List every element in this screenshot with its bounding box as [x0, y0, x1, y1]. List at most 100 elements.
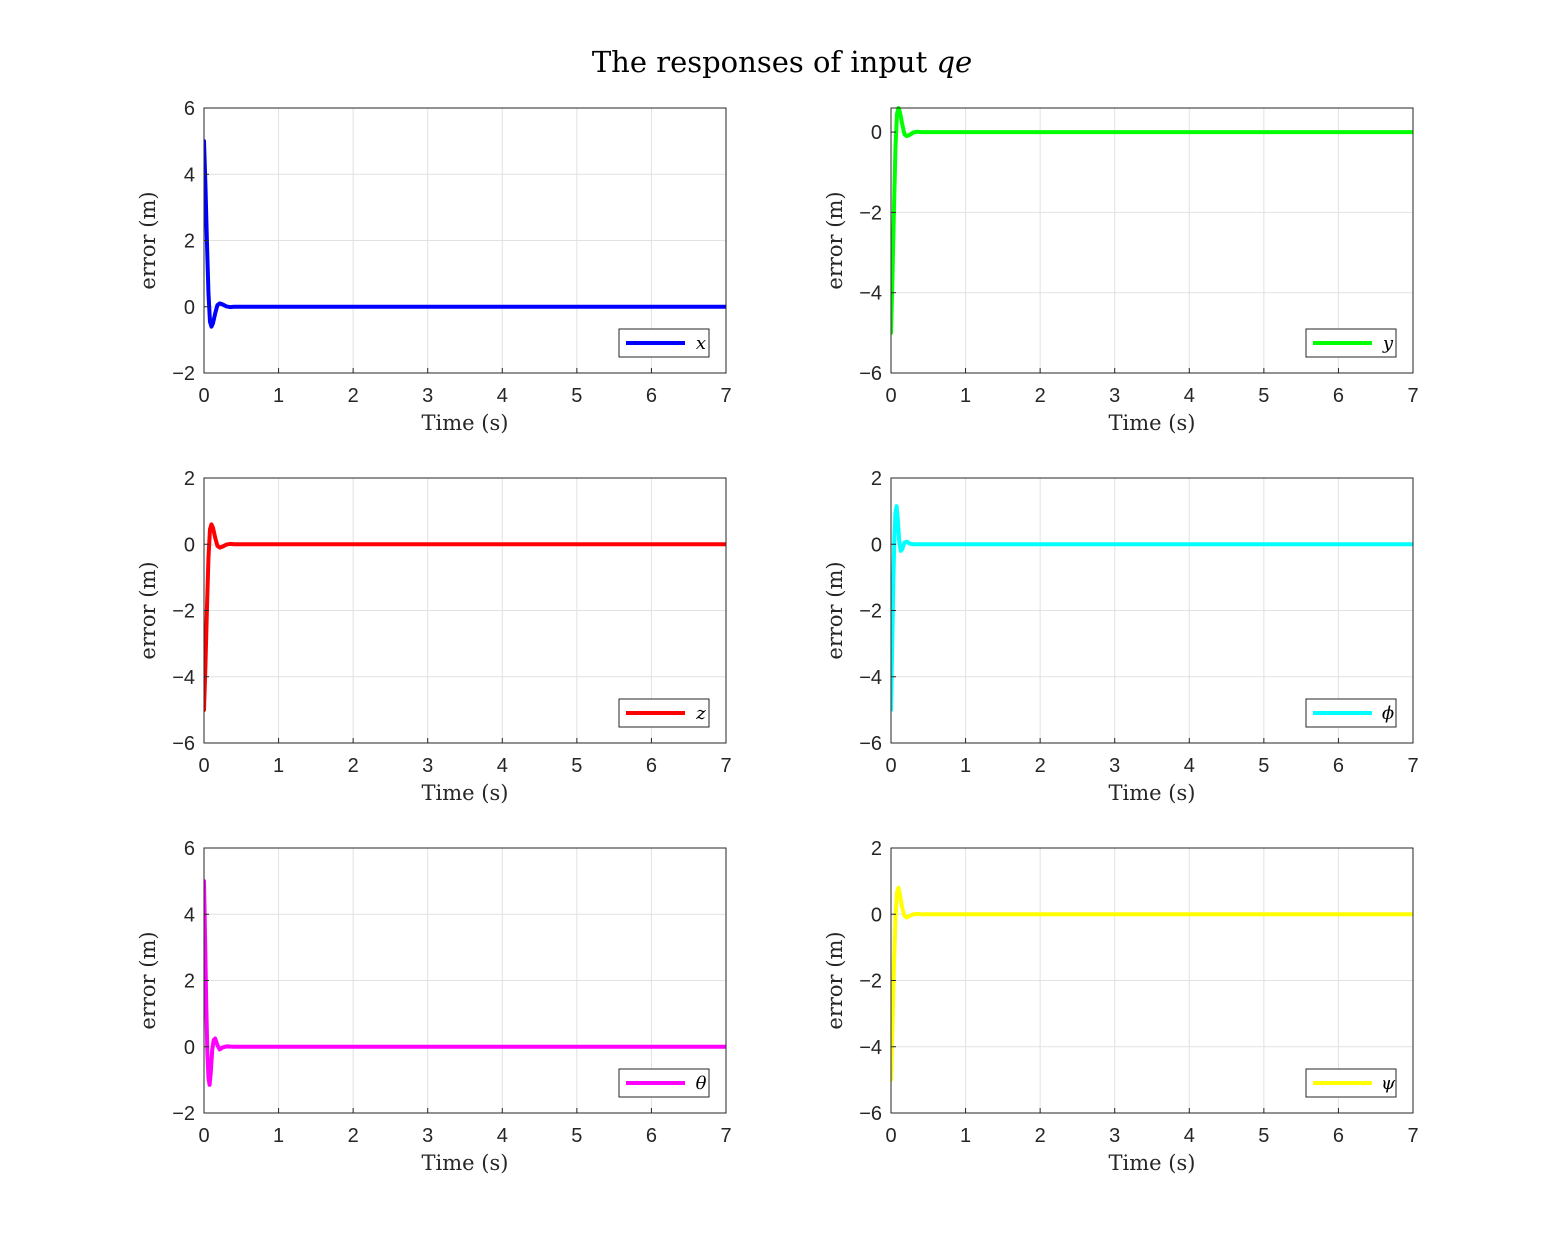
y-tick-label: 0	[184, 297, 195, 319]
x-tick-label: 0	[885, 385, 896, 407]
x-tick-label: 4	[497, 385, 508, 407]
x-tick-label: 7	[720, 755, 731, 777]
legend-label: z	[695, 703, 706, 724]
legend: x	[618, 328, 710, 358]
y-tick-label: 2	[184, 231, 195, 253]
subplot-4: 0 1 2 3 4 5 6 7 −6 −4 −2 0 2 Time (s) error (m) ϕ	[823, 468, 1419, 805]
legend-label: y	[1382, 333, 1394, 354]
subplot-3: 0 1 2 3 4 5 6 7 −6 −4 −2 0 2 Time (s) error (m) z	[136, 468, 732, 805]
x-axis-label: Time (s)	[422, 781, 509, 805]
legend: θ	[618, 1068, 710, 1098]
y-tick-label: −4	[859, 1037, 882, 1059]
y-tick-label: −2	[859, 202, 882, 224]
y-axis-label: error (m)	[823, 561, 847, 659]
y-tick-label: 0	[871, 904, 882, 926]
y-tick-label: 0	[184, 534, 195, 556]
y-tick-label: −6	[859, 733, 882, 755]
y-axis-label: error (m)	[823, 931, 847, 1029]
x-tick-label: 5	[1258, 385, 1269, 407]
x-tick-label: 3	[1109, 1125, 1120, 1147]
y-tick-label: −2	[172, 601, 195, 623]
x-axis-label: Time (s)	[422, 411, 509, 435]
x-tick-label: 2	[348, 385, 359, 407]
series-line-1	[204, 139, 726, 329]
x-tick-label: 3	[422, 385, 433, 407]
y-tick-label: −2	[172, 1103, 195, 1125]
x-axis-label: Time (s)	[1109, 411, 1196, 435]
legend-label: ϕ	[1382, 703, 1394, 724]
y-tick-label: 2	[871, 838, 882, 860]
legend-label: x	[696, 333, 706, 354]
x-tick-label: 3	[1109, 755, 1120, 777]
figure-title-variable: qe	[936, 45, 972, 79]
x-tick-label: 2	[348, 755, 359, 777]
x-tick-label: 5	[1258, 755, 1269, 777]
y-axis-label: error (m)	[823, 191, 847, 289]
figure-title-prefix: The responses of input	[592, 45, 937, 79]
x-tick-label: 1	[273, 1125, 284, 1147]
y-axis-label: error (m)	[136, 561, 160, 659]
x-tick-label: 3	[422, 1125, 433, 1147]
y-tick-label: −2	[172, 363, 195, 385]
legend: ϕ	[1305, 698, 1397, 728]
x-tick-label: 0	[885, 1125, 896, 1147]
x-tick-label: 3	[422, 755, 433, 777]
series-line-2	[891, 106, 1413, 335]
x-tick-label: 6	[1333, 755, 1344, 777]
y-tick-label: 0	[871, 534, 882, 556]
x-tick-label: 7	[1407, 385, 1418, 407]
x-tick-label: 7	[1407, 755, 1418, 777]
y-tick-label: −6	[859, 1103, 882, 1125]
y-tick-label: −2	[859, 971, 882, 993]
x-tick-label: 1	[273, 755, 284, 777]
figure-title: The responses of input qe	[592, 45, 972, 79]
x-tick-label: 0	[198, 1125, 209, 1147]
x-tick-label: 2	[1035, 385, 1046, 407]
x-tick-label: 4	[1184, 755, 1195, 777]
x-tick-label: 1	[960, 755, 971, 777]
x-tick-label: 7	[720, 1125, 731, 1147]
subplot-6: 0 1 2 3 4 5 6 7 −6 −4 −2 0 2 Time (s) error (m) ψ	[823, 838, 1419, 1175]
x-axis-label: Time (s)	[1109, 1151, 1196, 1175]
legend: z	[618, 698, 710, 728]
x-tick-label: 5	[571, 385, 582, 407]
series-line-3	[204, 522, 726, 712]
y-tick-label: 4	[184, 164, 195, 186]
y-tick-label: 0	[871, 122, 882, 144]
subplot-2: 0 1 2 3 4 5 6 7 −6 −4 −2 0 Time (s) error (m) y	[823, 106, 1419, 435]
y-tick-label: −4	[859, 667, 882, 689]
x-tick-label: 5	[1258, 1125, 1269, 1147]
x-tick-label: 5	[571, 755, 582, 777]
x-axis-label: Time (s)	[1109, 781, 1196, 805]
y-tick-label: 2	[184, 468, 195, 490]
x-tick-label: 6	[646, 755, 657, 777]
series-line-5	[204, 879, 726, 1087]
y-tick-label: −2	[859, 601, 882, 623]
x-tick-label: 4	[1184, 1125, 1195, 1147]
series-line-6	[891, 885, 1413, 1082]
y-axis-label: error (m)	[136, 191, 160, 289]
x-tick-label: 0	[198, 755, 209, 777]
series-line-4	[891, 504, 1413, 712]
y-tick-label: 4	[184, 904, 195, 926]
axes-box	[890, 107, 1414, 374]
x-tick-label: 5	[571, 1125, 582, 1147]
y-tick-label: −6	[859, 363, 882, 385]
x-tick-label: 6	[646, 1125, 657, 1147]
y-tick-label: 6	[184, 838, 195, 860]
y-tick-label: 2	[184, 971, 195, 993]
x-tick-label: 4	[497, 1125, 508, 1147]
x-axis-label: Time (s)	[422, 1151, 509, 1175]
x-tick-label: 6	[1333, 385, 1344, 407]
x-tick-label: 4	[1184, 385, 1195, 407]
y-axis-label: error (m)	[136, 931, 160, 1029]
y-tick-label: 6	[184, 98, 195, 120]
x-tick-label: 2	[1035, 1125, 1046, 1147]
x-tick-label: 7	[720, 385, 731, 407]
y-tick-label: −6	[172, 733, 195, 755]
x-tick-label: 4	[497, 755, 508, 777]
